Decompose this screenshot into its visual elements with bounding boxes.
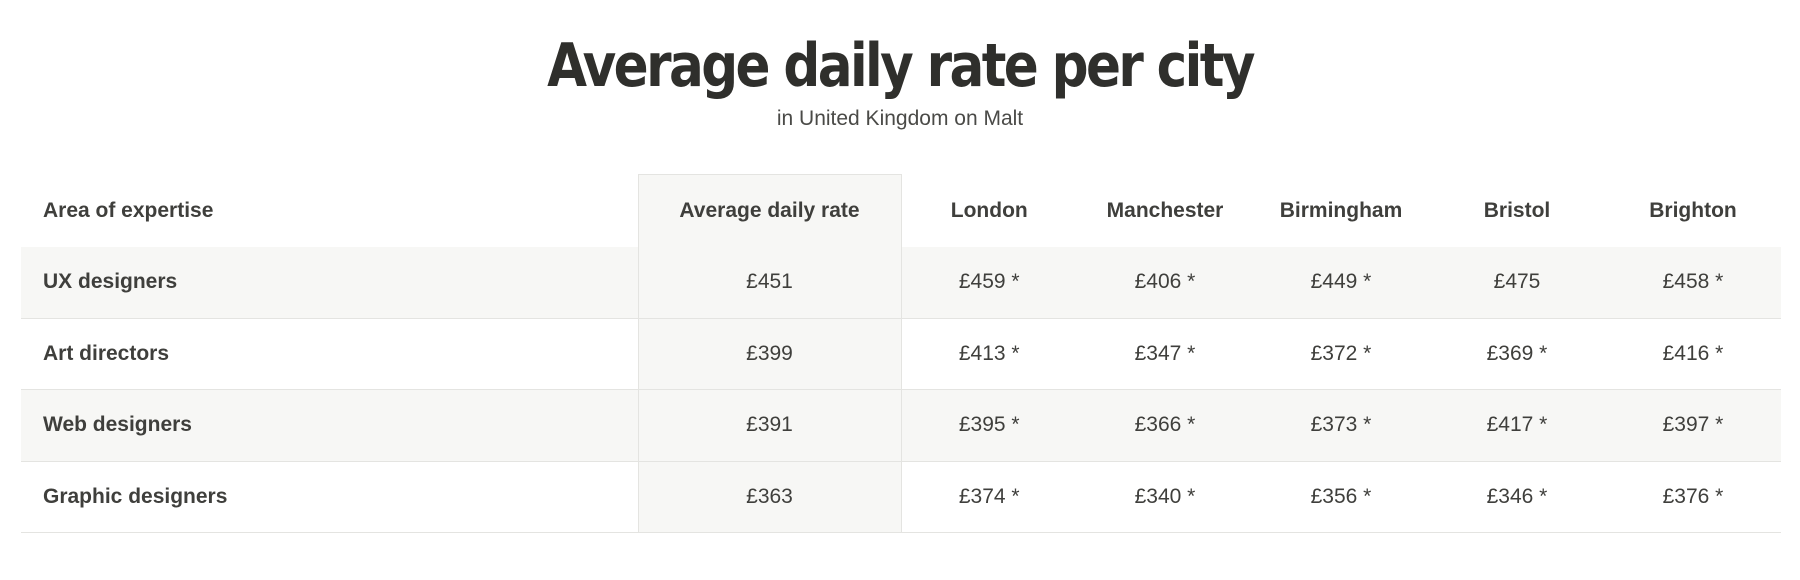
cell-bristol: £369 * [1429,318,1605,390]
column-header-area: Area of expertise [43,198,214,222]
cell-bristol: £417 * [1429,389,1605,462]
cell-brighton: £397 * [1605,389,1781,462]
cell-london: £413 * [901,318,1077,390]
row-label: Graphic designers [21,461,638,533]
cell-london: £374 * [901,461,1077,533]
page-title: Average daily rate per city [547,31,1255,101]
cell-manchester: £340 * [1077,461,1253,533]
table-row: UX designers £451 £459 * £406 * £449 * £… [21,246,1781,319]
table-row: Art directors £399 £413 * £347 * £372 * … [21,318,1781,390]
cell-london: £459 * [901,246,1077,319]
rates-table: Area of expertise Average daily rate Lon… [21,174,1781,533]
cell-bristol: £475 [1429,246,1605,319]
cell-average: £451 [637,246,902,319]
table-row: Graphic designers £363 £374 * £340 * £35… [21,461,1781,533]
cell-average: £391 [637,389,902,462]
row-label: UX designers [21,246,638,319]
cell-bristol: £346 * [1429,461,1605,533]
cell-manchester: £347 * [1077,318,1253,390]
column-header-average: Average daily rate [637,174,902,247]
cell-brighton: £376 * [1605,461,1781,533]
column-header-brighton: Brighton [1649,198,1737,222]
table-row: Web designers £391 £395 * £366 * £373 * … [21,389,1781,462]
column-header-manchester: Manchester [1106,198,1224,222]
cell-brighton: £458 * [1605,246,1781,319]
cell-birmingham: £449 * [1253,246,1429,319]
cell-manchester: £406 * [1077,246,1253,319]
cell-brighton: £416 * [1605,318,1781,390]
column-header-london: London [950,198,1028,222]
table-header-row: Area of expertise Average daily rate Lon… [21,174,1781,247]
cell-birmingham: £372 * [1253,318,1429,390]
cell-average: £363 [637,461,902,533]
cell-manchester: £366 * [1077,389,1253,462]
cell-birmingham: £356 * [1253,461,1429,533]
cell-birmingham: £373 * [1253,389,1429,462]
row-label: Art directors [21,318,638,390]
page-subtitle: in United Kingdom on Malt [776,107,1024,130]
cell-london: £395 * [901,389,1077,462]
column-header-birmingham: Birmingham [1279,198,1403,222]
column-header-bristol: Bristol [1483,198,1551,222]
cell-average: £399 [637,318,902,390]
row-label: Web designers [21,389,638,462]
